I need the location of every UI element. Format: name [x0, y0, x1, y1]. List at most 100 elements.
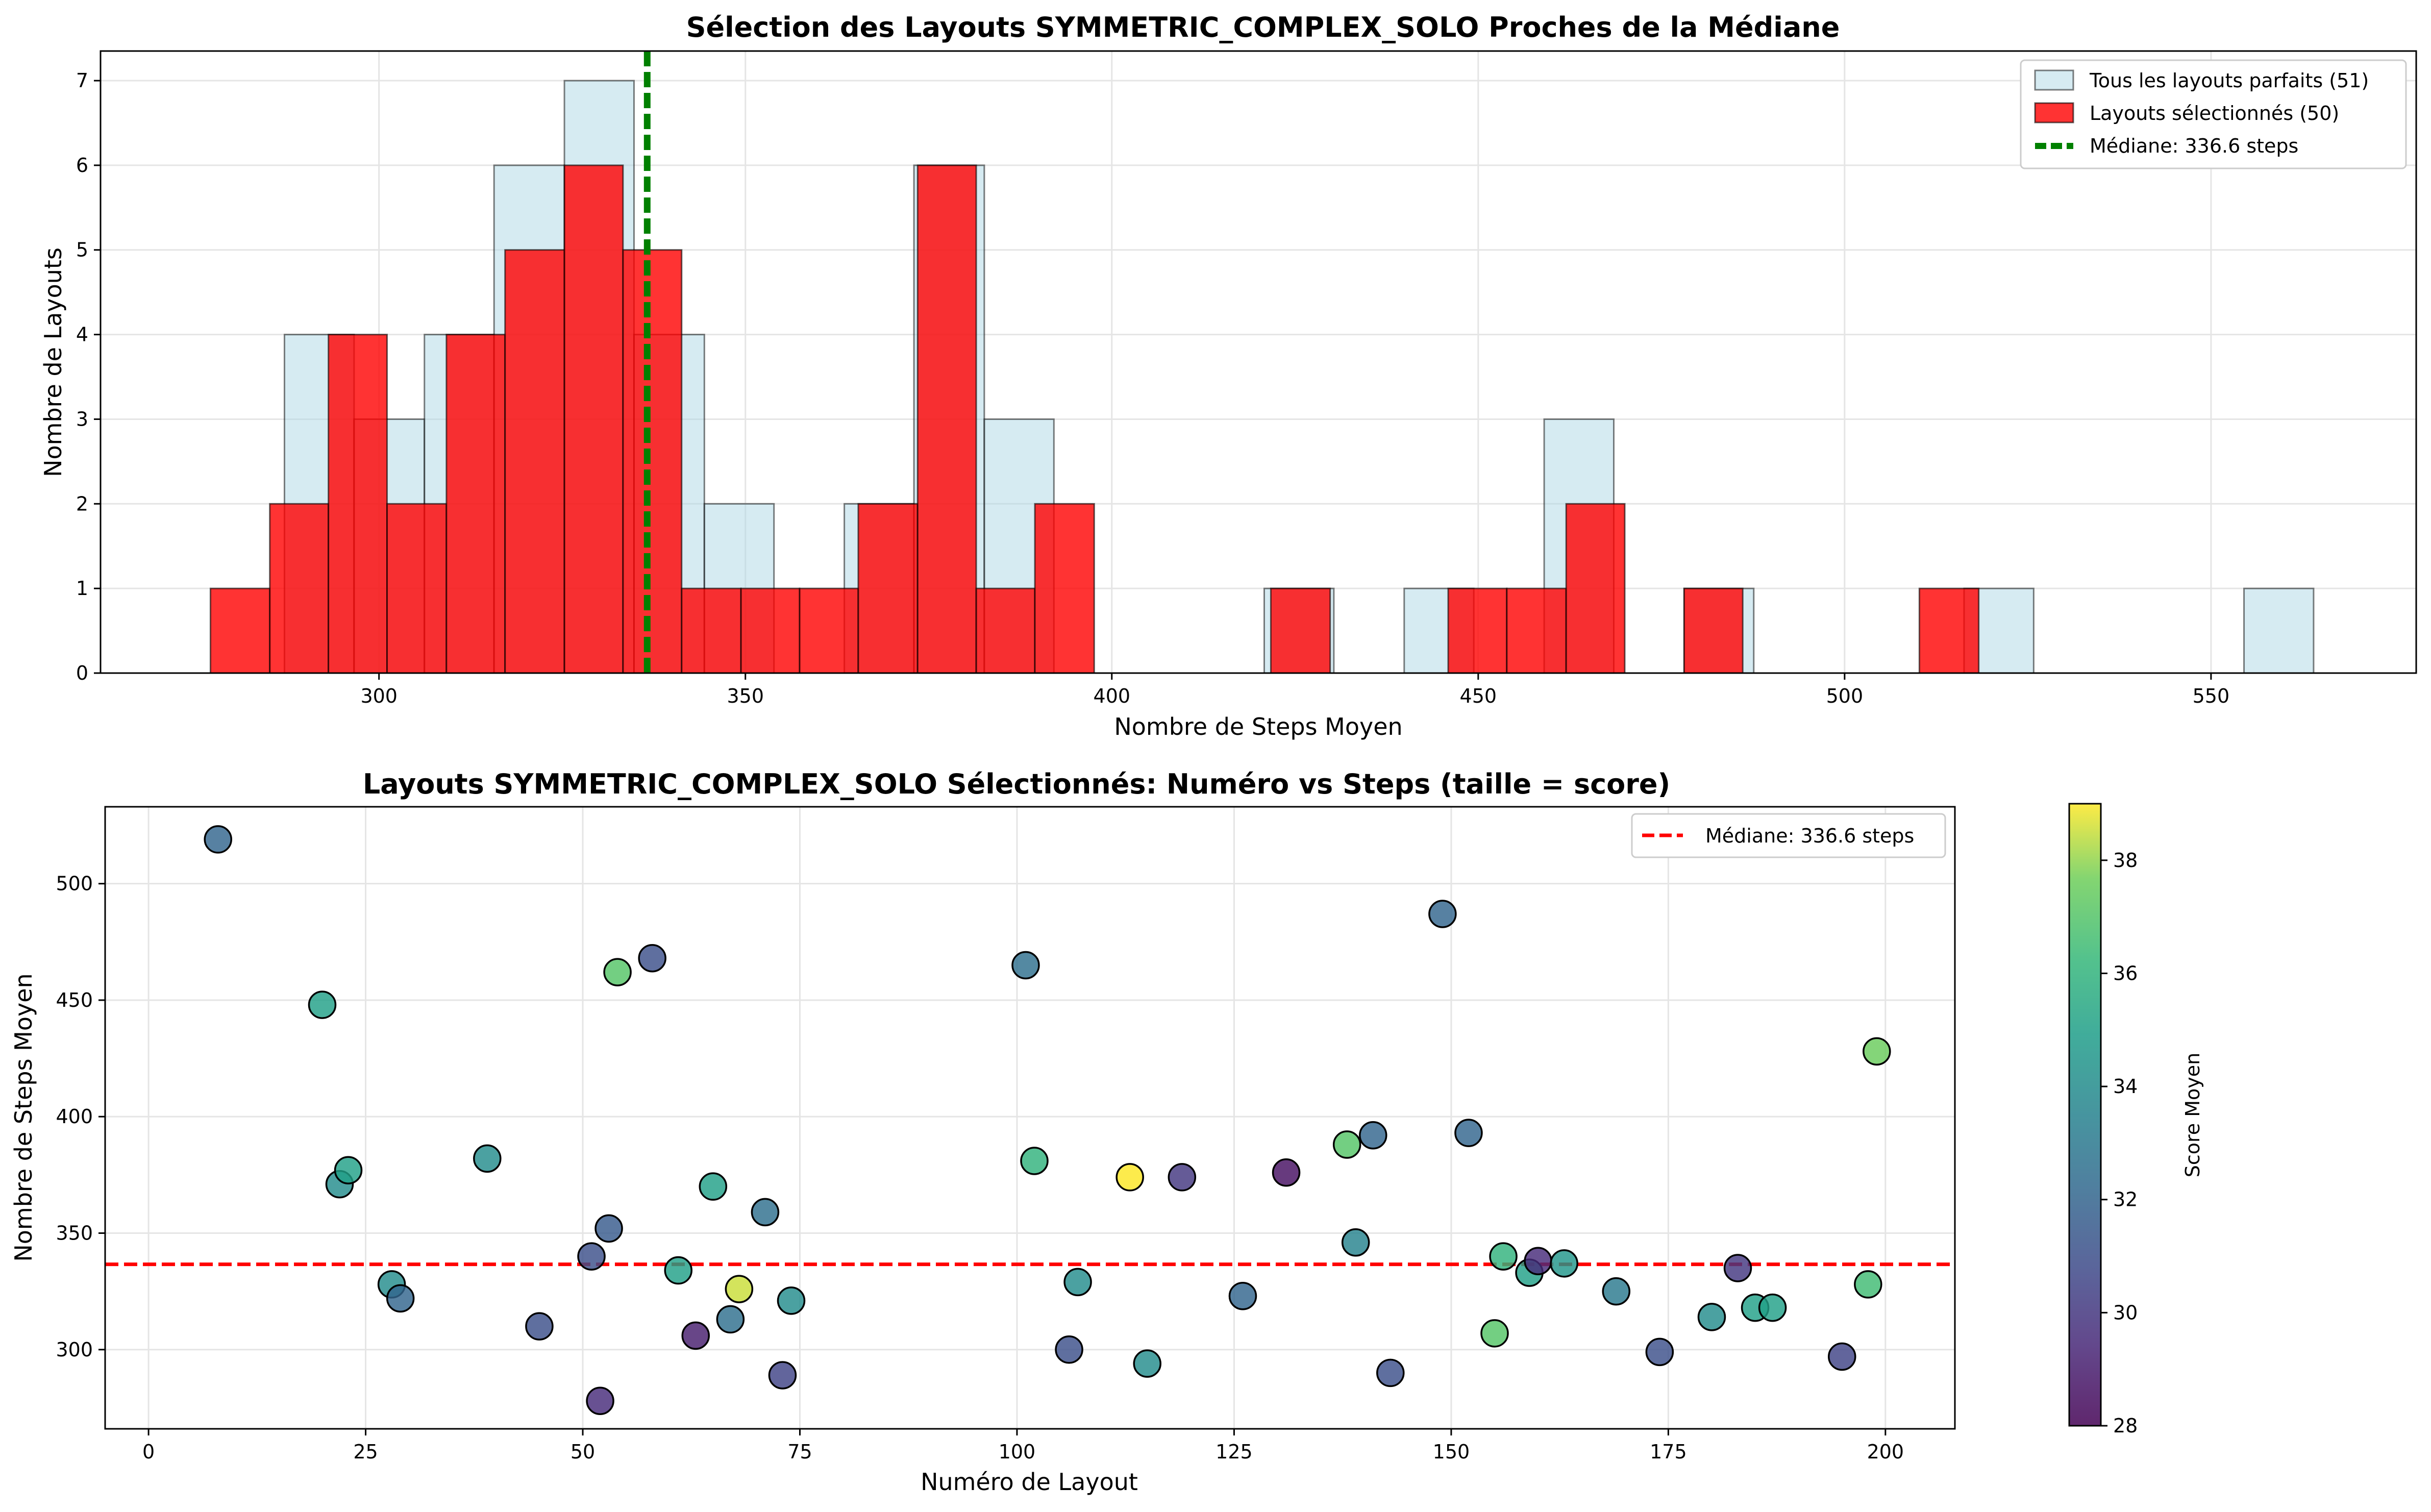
legend-swatch-all: [2034, 69, 2074, 91]
scatter-point-21: [1011, 951, 1040, 980]
histogram-bar-selected-13: [975, 587, 1036, 674]
legend-label-selected: Layouts sélectionnés (50): [2090, 102, 2339, 125]
histogram-bar-all-15: [2243, 587, 2315, 674]
scatter-point-11: [603, 958, 632, 986]
scatter-y-tick-label-1: 350: [56, 1222, 93, 1244]
scatter-point-12: [638, 944, 666, 973]
histogram-y-tick-label-0: 0: [76, 662, 88, 684]
histogram-x-tick-label-5: 550: [2193, 685, 2230, 707]
legend-label-median: Médiane: 336.6 steps: [2090, 135, 2298, 157]
scatter-point-20: [777, 1286, 806, 1315]
scatter-point-40: [1550, 1249, 1578, 1278]
scatter-x-tick-label-0: 0: [142, 1441, 155, 1463]
histogram-legend: Tous les layouts parfaits (51) Layouts s…: [2020, 59, 2407, 169]
scatter-point-30: [1332, 1130, 1361, 1159]
scatter-legend: Médiane: 336.6 steps: [1631, 813, 1946, 858]
histogram-bar-selected-19: [1683, 587, 1744, 674]
scatter-point-3: [334, 1156, 363, 1184]
scatter-x-tick-label-4: 100: [999, 1441, 1036, 1463]
scatter-point-39: [1524, 1247, 1552, 1276]
scatter-point-14: [681, 1321, 710, 1350]
histogram-bar-selected-4: [445, 334, 506, 674]
scatter-x-tick-label-6: 150: [1433, 1441, 1470, 1463]
scatter-point-13: [664, 1256, 692, 1285]
scatter-point-47: [1828, 1342, 1856, 1371]
histogram-frame: [100, 50, 2417, 674]
scatter-point-1: [308, 990, 337, 1019]
histogram-y-tick-label-7: 7: [76, 69, 88, 92]
histogram-bar-selected-10: [799, 587, 859, 674]
histogram-bar-selected-15: [1270, 587, 1331, 674]
histogram-bar-selected-8: [681, 587, 742, 674]
scatter-point-41: [1602, 1277, 1631, 1306]
histogram-bar-selected-17: [1506, 587, 1567, 674]
scatter-point-0: [204, 825, 232, 854]
scatter-point-49: [1863, 1037, 1891, 1066]
histogram-y-tick-label-3: 3: [76, 408, 88, 430]
scatter-point-17: [725, 1275, 754, 1303]
scatter-x-tick-label-7: 175: [1650, 1441, 1687, 1463]
histogram-x-label: Nombre de Steps Moyen: [1114, 713, 1402, 740]
histogram-bar-selected-1: [269, 503, 330, 674]
scatter-point-44: [1723, 1254, 1752, 1282]
histogram-y-tick-label-2: 2: [76, 492, 88, 515]
histogram-x-ticks: 300 350 400 450 500 550: [360, 673, 2229, 707]
scatter-point-36: [1480, 1319, 1509, 1348]
scatter-title: Layouts SYMMETRIC_COMPLEX_SOLO Sélection…: [363, 768, 1670, 800]
scatter-x-tick-label-2: 50: [570, 1441, 595, 1463]
scatter-y-label: Nombre de Steps Moyen: [10, 973, 37, 1261]
scatter-point-35: [1454, 1119, 1483, 1147]
colorbar-ticks: 28 30 32 34 36 38: [2101, 849, 2138, 1437]
scatter-point-24: [1063, 1268, 1092, 1297]
histogram-bar-selected-12: [916, 164, 977, 674]
colorbar-tick-label-0: 28: [2113, 1415, 2138, 1437]
scatter-x-ticks: 0 25 50 75 100 125 150 175 200: [142, 1429, 1904, 1463]
legend-swatch-selected: [2034, 102, 2074, 123]
colorbar-tick-label-3: 34: [2113, 1075, 2138, 1098]
scatter-point-8: [577, 1242, 606, 1271]
scatter-point-10: [594, 1214, 623, 1243]
scatter-points: [204, 825, 1891, 1415]
scatter-point-29: [1272, 1158, 1301, 1187]
histogram-bar-selected-5: [504, 249, 565, 674]
histogram-x-tick-label-2: 400: [1094, 685, 1131, 707]
histogram-title: Sélection des Layouts SYMMETRIC_COMPLEX_…: [686, 11, 1840, 43]
histogram-y-tick-label-1: 1: [76, 577, 88, 600]
scatter-frame: [104, 806, 1956, 1430]
histogram-y-tick-label-4: 4: [76, 324, 88, 346]
scatter-point-23: [1055, 1335, 1083, 1364]
scatter-legend-median-label: Médiane: 336.6 steps: [1705, 825, 1914, 847]
histogram-y-ticks: 0 1 2 3 4 5 6 7: [76, 69, 101, 684]
colorbar-tick-label-2: 32: [2113, 1188, 2138, 1211]
scatter-x-tick-label-5: 125: [1216, 1441, 1253, 1463]
scatter-point-42: [1645, 1337, 1674, 1367]
histogram-x-tick-label-4: 500: [1826, 685, 1864, 707]
histogram-bar-selected-16: [1447, 587, 1508, 674]
legend-label-all: Tous les layouts parfaits (51): [2089, 69, 2369, 92]
scatter-point-48: [1854, 1270, 1882, 1299]
scatter-point-33: [1376, 1358, 1405, 1387]
scatter-point-7: [525, 1312, 554, 1341]
histogram-y-tick-label-5: 5: [76, 239, 88, 261]
histogram-x-tick-label-3: 450: [1460, 685, 1497, 707]
scatter-x-label: Numéro de Layout: [921, 1468, 1138, 1496]
scatter-point-46: [1758, 1293, 1787, 1322]
histogram-x-tick-label-1: 350: [727, 685, 764, 707]
scatter-point-32: [1358, 1121, 1387, 1150]
colorbar: 28 30 32 34 36 38 Score Moyen: [2068, 803, 2204, 1437]
histogram-bar-selected-7: [622, 249, 683, 674]
scatter-point-16: [716, 1305, 745, 1334]
histogram-bar-selected-20: [1918, 587, 1980, 674]
scatter-point-9: [586, 1386, 614, 1415]
scatter-point-37: [1489, 1242, 1518, 1271]
histogram-x-tick-label-0: 300: [360, 685, 398, 707]
scatter-grid: [105, 807, 1955, 1429]
scatter-x-tick-label-1: 25: [353, 1441, 378, 1463]
scatter-y-tick-label-4: 500: [56, 873, 93, 895]
scatter-y-tick-label-0: 300: [56, 1339, 93, 1361]
scatter-point-25: [1115, 1163, 1144, 1192]
histogram-bar-selected-3: [386, 503, 448, 674]
scatter-y-tick-label-2: 400: [56, 1105, 93, 1128]
histogram-bar-selected-14: [1034, 503, 1095, 674]
histogram-y-label: Nombre de Layouts: [39, 247, 67, 477]
